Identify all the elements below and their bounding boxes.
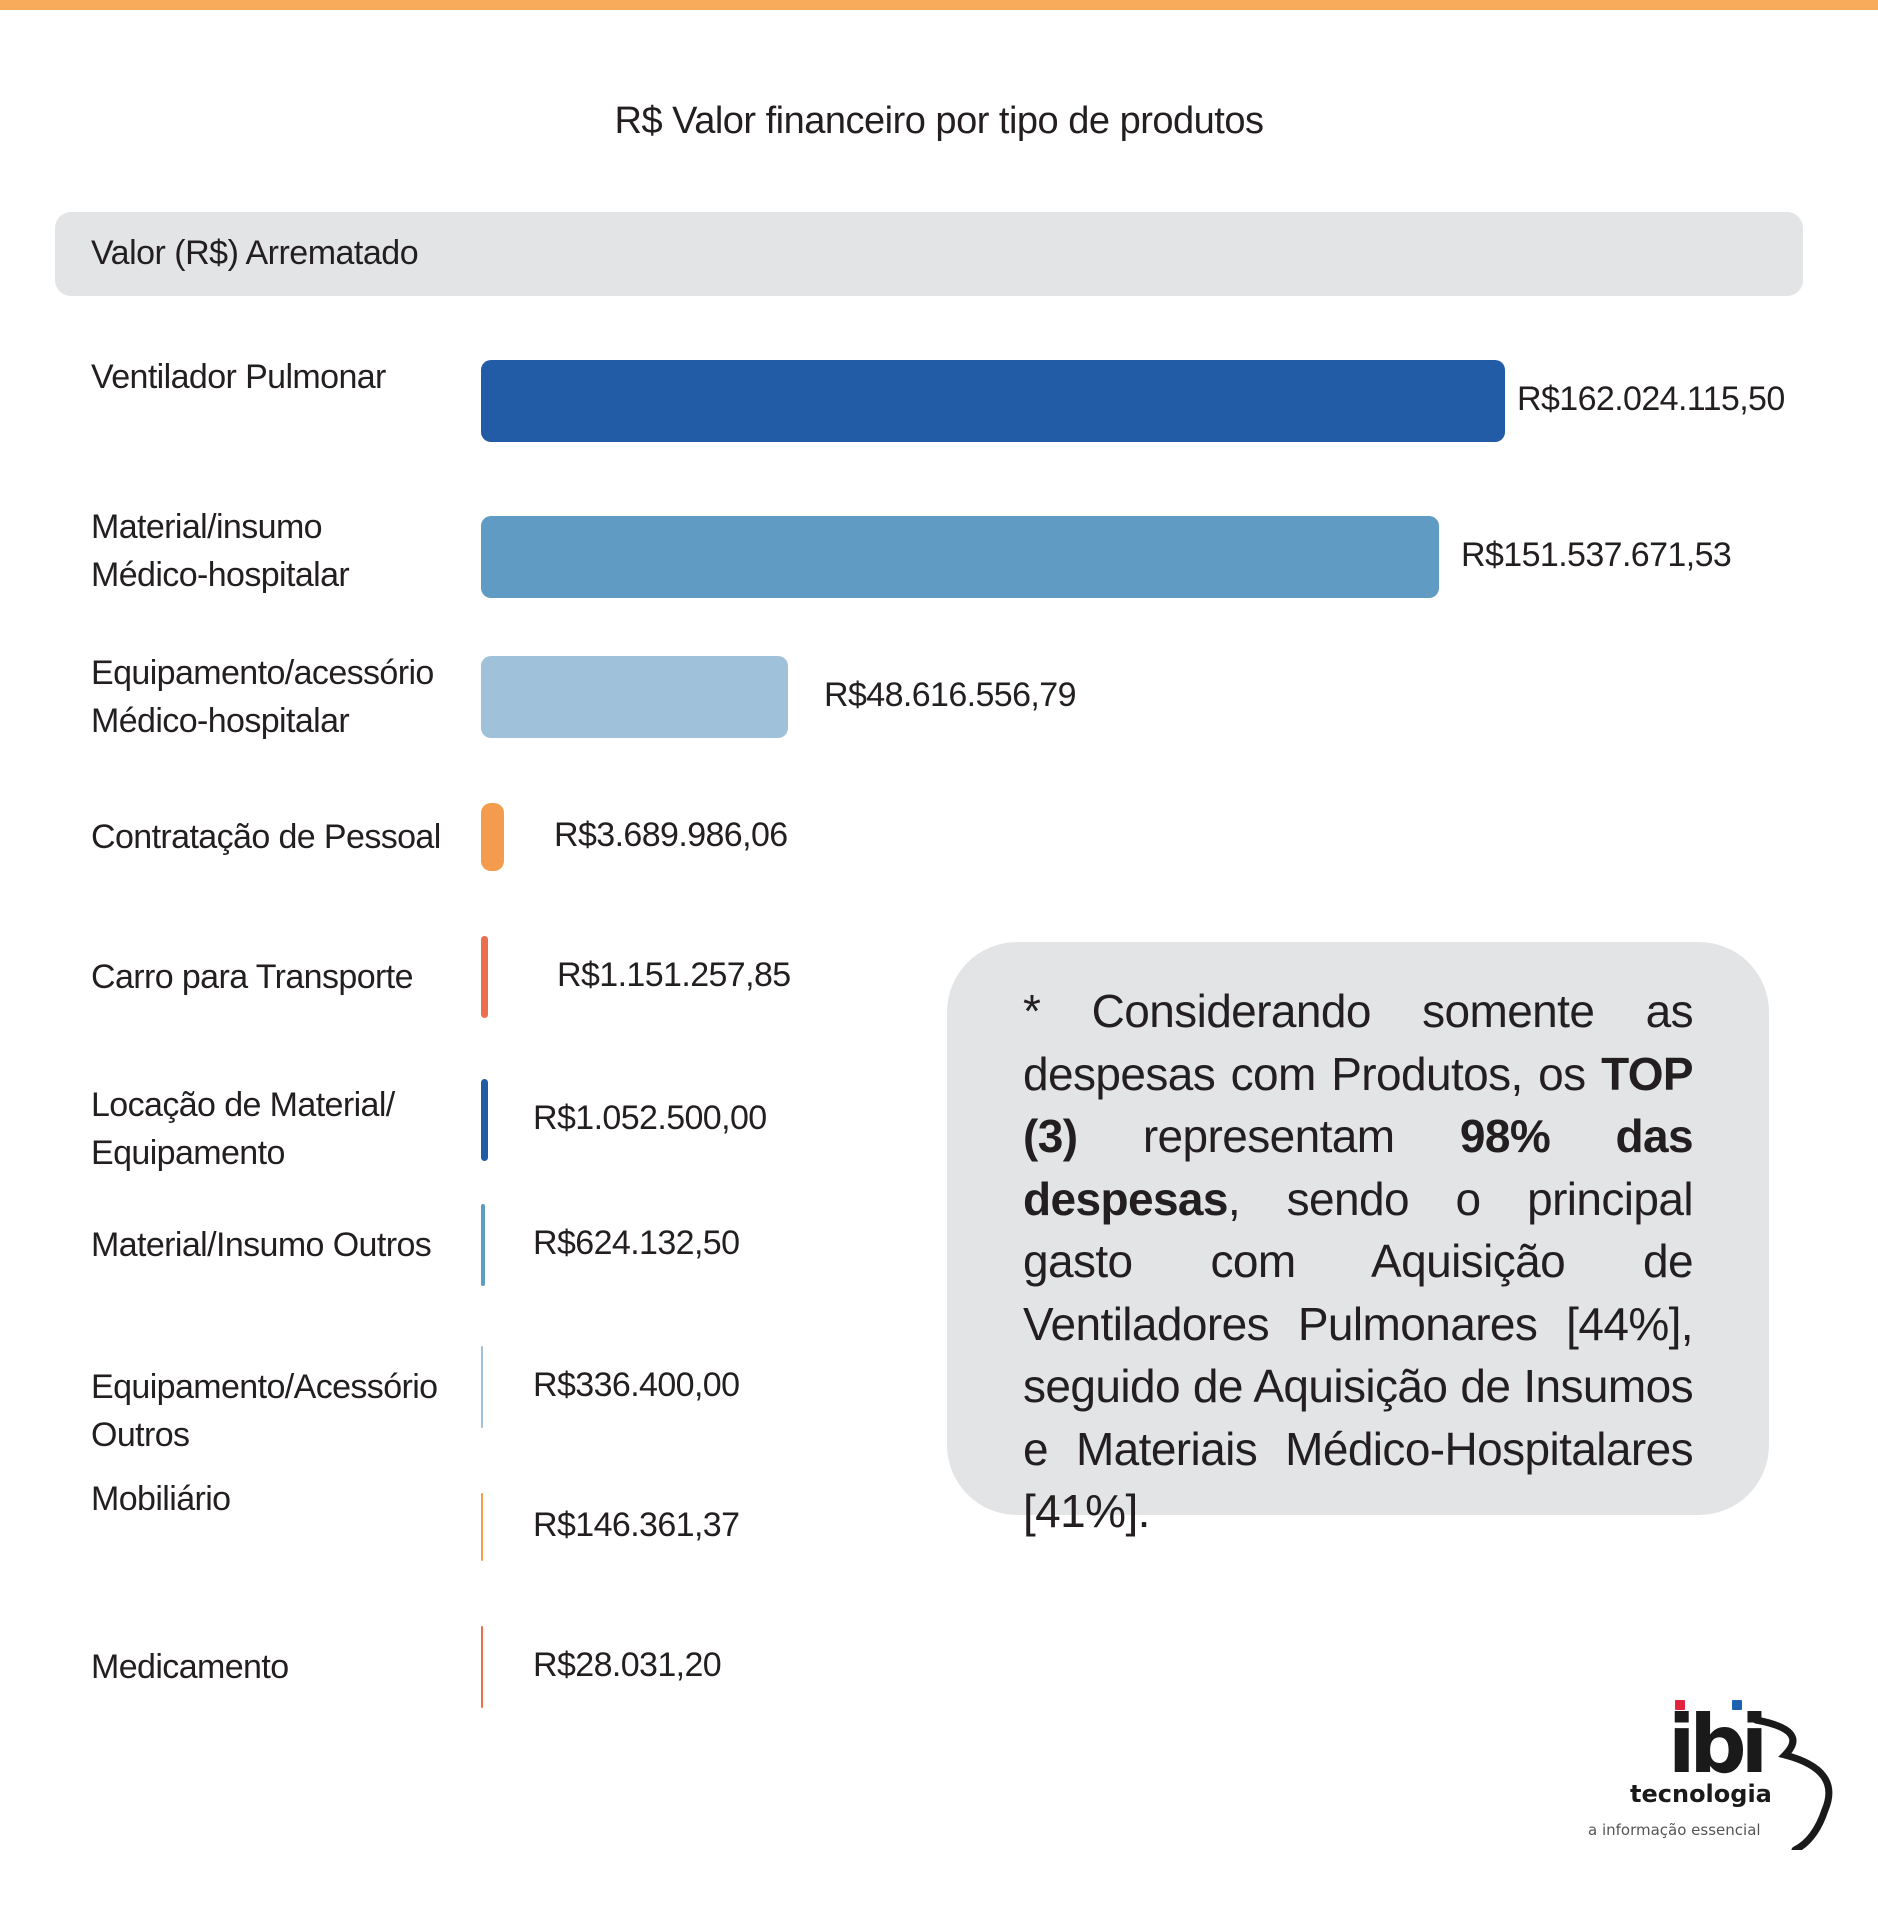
bar-5 (481, 936, 488, 1018)
value-label-5: R$1.151.257,85 (557, 956, 791, 994)
value-label-10: R$28.031,20 (533, 1646, 722, 1684)
bar-3 (481, 656, 788, 738)
note-bold-98-percent: 98% das despesas (1023, 1110, 1694, 1225)
bar-9 (481, 1493, 483, 1561)
note-text-part-3: , sendo o principal gasto com Aquisição … (1023, 1172, 1694, 1538)
note-bold-top3: TOP (3) (1023, 1047, 1694, 1163)
logo-tagline: a informação essencial (1588, 1821, 1761, 1839)
bar-7 (481, 1204, 485, 1286)
category-label-3: Equipamento/acessório Médico-hospitalar (91, 654, 434, 740)
category-label-7: Material/Insumo Outros (91, 1226, 432, 1264)
value-label-8: R$336.400,00 (533, 1366, 740, 1404)
value-label-4: R$3.689.986,06 (554, 816, 788, 854)
bar-10 (481, 1626, 483, 1708)
chart-title: R$ Valor financeiro por tipo de produtos (614, 100, 1264, 142)
logo-name: tecnologia (1630, 1780, 1772, 1808)
value-label-3: R$48.616.556,79 (824, 676, 1077, 714)
category-label-4: Contratação de Pessoal (91, 818, 441, 856)
note-text-part-1: * Considerando somente as despesas com P… (1023, 985, 1694, 1100)
bar-4 (481, 803, 504, 871)
bar-8 (481, 1346, 483, 1428)
value-label-9: R$146.361,37 (533, 1506, 740, 1544)
note-text-part-2: representam (1077, 1110, 1460, 1162)
value-label-1: R$162.024.115,50 (1517, 380, 1785, 418)
value-label-7: R$624.132,50 (533, 1224, 740, 1262)
bar-6 (481, 1079, 488, 1161)
category-label-10: Medicamento (91, 1648, 289, 1686)
category-label-9: Mobiliário (91, 1480, 231, 1518)
logo-red-dot (1675, 1700, 1685, 1710)
note-text: * Considerando somente as despesas com P… (1023, 980, 1694, 1543)
bar-1 (481, 360, 1505, 442)
category-label-6: Locação de Material/ Equipamento (91, 1086, 395, 1172)
bar-2 (481, 516, 1439, 598)
value-label-2: R$151.537.671,53 (1461, 536, 1732, 574)
top-accent-rule (0, 0, 1878, 10)
category-label-1: Ventilador Pulmonar (91, 358, 386, 396)
series-header-label: Valor (R$) Arrematado (91, 234, 419, 272)
ibi-tecnologia-logo: ibi tecnologia a informação essencial (1588, 1700, 1833, 1850)
category-label-5: Carro para Transporte (91, 958, 413, 996)
logo-blue-dot (1732, 1700, 1742, 1710)
logo-swirl-icon (1752, 1716, 1833, 1850)
logo-wordmark: ibi (1668, 1700, 1762, 1791)
value-label-6: R$1.052.500,00 (533, 1099, 767, 1137)
category-label-8: Equipamento/Acessório Outros (91, 1368, 438, 1454)
category-label-2: Material/insumo Médico-hospitalar (91, 508, 350, 594)
note-box: * Considerando somente as despesas com P… (947, 942, 1769, 1537)
series-header-bar: Valor (R$) Arrematado (55, 212, 1803, 296)
